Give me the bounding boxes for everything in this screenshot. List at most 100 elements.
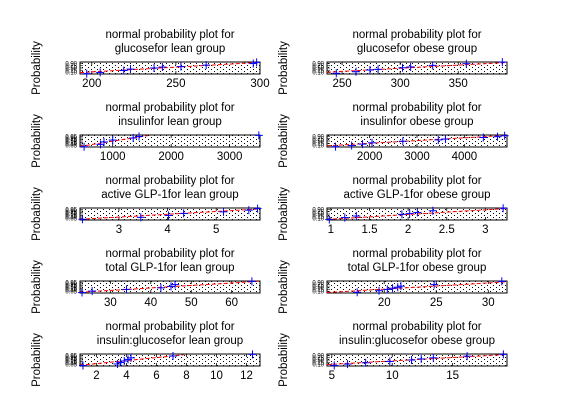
data-point xyxy=(498,58,507,67)
data-point xyxy=(434,135,443,144)
y-tick-label: 0.50 xyxy=(312,285,324,291)
plot-panel-9: normal probability plot for insulin:gluco… xyxy=(31,321,261,387)
x-tick-label: 300 xyxy=(391,78,410,90)
y-tick-label: 0.90 xyxy=(312,208,324,214)
data-point xyxy=(129,134,138,142)
y-tick-label: 0.90 xyxy=(65,282,77,288)
data-point xyxy=(368,138,376,147)
y-axis-label: Probability xyxy=(31,187,43,241)
panel-title-line: normal probability plot for xyxy=(105,321,234,333)
y-tick-label: 0.90 xyxy=(65,355,77,361)
data-point xyxy=(361,358,370,367)
data-point xyxy=(79,361,87,370)
panel-title-line: glucosefor lean group xyxy=(115,43,226,55)
plot-panel-10: normal probability plot for insulin:gluco… xyxy=(278,321,508,387)
y-axis-label: Probability xyxy=(278,260,290,314)
data-point xyxy=(249,59,258,68)
x-tick-label: 30 xyxy=(482,297,495,309)
data-point xyxy=(332,69,341,78)
panel-title-line: normal probability plot for xyxy=(105,175,234,187)
x-tick-label: 50 xyxy=(185,297,198,309)
y-tick-label: 0.90 xyxy=(65,62,77,68)
data-point xyxy=(347,141,356,150)
data-point xyxy=(388,284,397,293)
y-tick-label: 0.95 xyxy=(65,135,77,141)
data-point xyxy=(331,142,340,151)
panel-title-line: normal probability plot for xyxy=(105,102,234,114)
x-tick-label: 3000 xyxy=(217,151,243,163)
data-point xyxy=(330,361,339,370)
reference-line xyxy=(326,134,508,147)
data-point xyxy=(407,356,416,364)
y-tick-label: 0.75 xyxy=(312,356,324,362)
data-point xyxy=(248,350,257,359)
data-point xyxy=(164,211,173,220)
y-tick-label: 0.75 xyxy=(65,138,77,144)
y-tick-label: 0.90 xyxy=(312,354,324,360)
x-tick-label: 350 xyxy=(449,78,468,90)
y-tick-label: 0.75 xyxy=(65,357,77,363)
y-tick-label: 0.50 xyxy=(312,212,324,218)
y-tick-label: 0.90 xyxy=(312,62,324,68)
data-point xyxy=(82,69,91,78)
x-tick-label: 250 xyxy=(333,78,352,90)
x-tick-label: 4 xyxy=(123,370,130,382)
panel-title-line: insulinfor obese group xyxy=(360,116,473,128)
x-tick-label: 2.5 xyxy=(439,224,455,236)
data-point xyxy=(126,65,135,74)
x-tick-label: 2000 xyxy=(158,151,184,163)
y-tick-label: 0.10 xyxy=(312,71,324,77)
y-tick-label: 0.10 xyxy=(65,142,77,148)
axes-dotted-fill xyxy=(80,135,260,147)
data-point xyxy=(375,286,384,295)
x-tick-label: 4 xyxy=(164,224,171,236)
x-tick-label: 8 xyxy=(183,370,189,382)
panel-title-line: insulin:glucosefor lean group xyxy=(97,335,243,347)
data-point xyxy=(127,353,135,362)
y-tick-label: 0.75 xyxy=(312,64,324,70)
y-tick-label: 0.95 xyxy=(65,354,77,360)
reference-line xyxy=(326,353,508,366)
panel-title-line: total GLP-1for obese group xyxy=(348,262,487,274)
data-point xyxy=(365,66,374,75)
reference-line xyxy=(79,354,184,366)
data-point xyxy=(413,208,422,217)
data-point xyxy=(120,356,129,365)
panel-title-line: insulin:glucosefor obese group xyxy=(339,335,495,347)
x-tick-label: 6 xyxy=(153,370,159,382)
data-point xyxy=(428,206,437,215)
data-point xyxy=(499,350,508,359)
y-tick-label: 0.25 xyxy=(65,141,77,147)
y-axis-label: Probability xyxy=(31,114,43,168)
data-point xyxy=(479,133,488,142)
data-point xyxy=(462,59,471,68)
y-tick-label: 0.75 xyxy=(312,210,324,216)
data-point xyxy=(252,58,261,67)
data-point xyxy=(430,280,439,289)
y-tick-label: 0.10 xyxy=(65,361,77,367)
x-tick-label: 5 xyxy=(329,370,335,382)
reference-line xyxy=(79,61,261,74)
panel-title-line: active GLP-1for lean group xyxy=(101,189,238,201)
y-tick-label: 0.25 xyxy=(65,360,77,366)
y-tick-label: 0.50 xyxy=(65,358,77,364)
data-point xyxy=(119,66,128,75)
y-axis-label: Probability xyxy=(31,260,43,314)
y-tick-label: 0.50 xyxy=(312,139,324,145)
data-point xyxy=(219,207,228,216)
y-tick-label: 0.05 xyxy=(65,363,77,369)
panel-title-line: total GLP-1for lean group xyxy=(105,262,234,274)
x-tick-label: 200 xyxy=(82,78,101,90)
data-point xyxy=(405,209,414,218)
data-point xyxy=(202,61,211,70)
data-point xyxy=(136,213,145,222)
x-tick-label: 3 xyxy=(116,224,122,236)
y-axis-label: Probability xyxy=(278,333,290,387)
y-tick-label: 0.90 xyxy=(312,135,324,141)
y-tick-label: 0.10 xyxy=(312,363,324,369)
y-tick-label: 0.25 xyxy=(65,68,77,74)
data-point xyxy=(353,288,362,297)
x-tick-label: 12 xyxy=(240,370,253,382)
y-tick-label: 0.25 xyxy=(65,287,77,293)
